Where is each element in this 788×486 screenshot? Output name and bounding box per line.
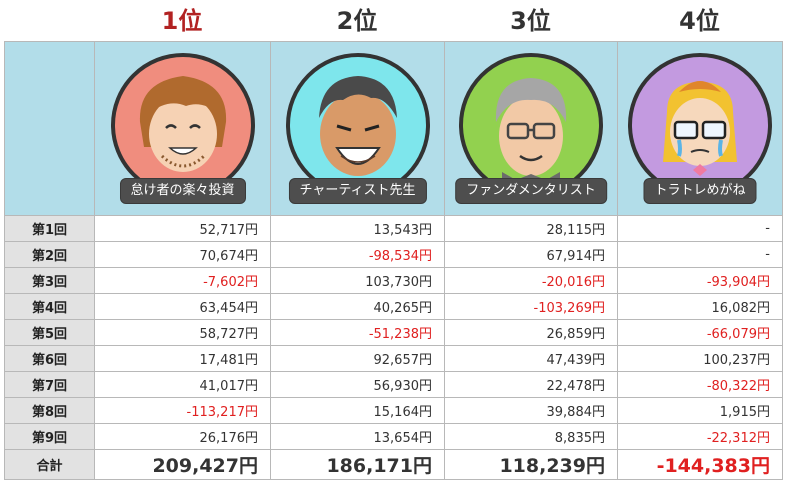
value-cell: 13,654円 (270, 423, 445, 450)
total-value-cell: 209,427円 (94, 449, 271, 480)
value-cell: 26,176円 (94, 423, 271, 450)
value-cell: 16,082円 (617, 293, 783, 320)
total-label: 合計 (4, 449, 95, 480)
value-cell: 52,717円 (94, 215, 271, 242)
toratore-avatar-icon (628, 53, 772, 197)
value-cell: -93,904円 (617, 267, 783, 294)
round-label: 第7回 (4, 371, 95, 398)
rank-3-label: 3位 (510, 7, 551, 35)
round-label: 第4回 (4, 293, 95, 320)
round-row: 第2回 70,674円 -98,534円 67,914円 - (4, 241, 783, 268)
value-cell: -7,602円 (94, 267, 271, 294)
total-row: 合計 209,427円 186,171円 118,239円 -144,383円 (4, 449, 783, 480)
value-cell: -22,312円 (617, 423, 783, 450)
round-label: 第2回 (4, 241, 95, 268)
round-row: 第5回 58,727円 -51,238円 26,859円 -66,079円 (4, 319, 783, 346)
total-value-cell: 118,239円 (444, 449, 618, 480)
investor-4-header: トラトレめがね (617, 41, 783, 216)
total-value-cell: 186,171円 (270, 449, 445, 480)
investor-1-header: 怠け者の楽々投資 (94, 41, 271, 216)
value-cell: 40,265円 (270, 293, 445, 320)
value-cell: - (617, 241, 783, 268)
investor-2-header: チャーティスト先生 (270, 41, 445, 216)
round-row: 第9回 26,176円 13,654円 8,835円 -22,312円 (4, 423, 783, 450)
round-label: 第1回 (4, 215, 95, 242)
round-label: 第3回 (4, 267, 95, 294)
round-row: 第8回 -113,217円 15,164円 39,884円 1,915円 (4, 397, 783, 424)
value-cell: 17,481円 (94, 345, 271, 372)
value-cell: -51,238円 (270, 319, 445, 346)
value-cell: 1,915円 (617, 397, 783, 424)
value-cell: -103,269円 (444, 293, 618, 320)
round-row: 第1回 52,717円 13,543円 28,115円 - (4, 215, 783, 242)
investor-3-header: ファンダメンタリスト (444, 41, 618, 216)
corner-cell (4, 41, 95, 216)
rank-2-label: 2位 (336, 7, 378, 35)
investor-header-row: 怠け者の楽々投資 チャーティスト先生 (4, 41, 783, 216)
value-cell: 15,164円 (270, 397, 445, 424)
investor-2-name: チャーティスト先生 (288, 178, 427, 204)
value-cell: -113,217円 (94, 397, 271, 424)
chartist-avatar-icon (285, 53, 430, 197)
round-label: 第9回 (4, 423, 95, 450)
value-cell: 47,439円 (444, 345, 618, 372)
round-label: 第6回 (4, 345, 95, 372)
value-cell: -66,079円 (617, 319, 783, 346)
value-cell: -20,016円 (444, 267, 618, 294)
investor-1-name: 怠け者の楽々投資 (119, 178, 246, 204)
total-value-cell: -144,383円 (617, 449, 783, 480)
value-cell: 103,730円 (270, 267, 445, 294)
value-cell: -98,534円 (270, 241, 445, 268)
round-row: 第4回 63,454円 40,265円 -103,269円 16,082円 (4, 293, 783, 320)
value-cell: 39,884円 (444, 397, 618, 424)
investor-3-name: ファンダメンタリスト (455, 178, 607, 204)
rank-1-label: 1位 (161, 7, 203, 35)
round-label: 第5回 (4, 319, 95, 346)
value-cell: 8,835円 (444, 423, 618, 450)
rank-4-label: 4位 (679, 7, 720, 35)
value-cell: 100,237円 (617, 345, 783, 372)
lazy-investor-avatar-icon (110, 53, 255, 197)
value-cell: -80,322円 (617, 371, 783, 398)
value-cell: 58,727円 (94, 319, 271, 346)
results-table: 怠け者の楽々投資 チャーティスト先生 (4, 41, 783, 480)
investor-4-name: トラトレめがね (643, 178, 757, 204)
value-cell: 13,543円 (270, 215, 445, 242)
round-row: 第6回 17,481円 92,657円 47,439円 100,237円 (4, 345, 783, 372)
fundamentalist-avatar-icon (459, 53, 603, 198)
value-cell: 67,914円 (444, 241, 618, 268)
rank-header-row: 1位 2位 3位 4位 (0, 0, 788, 41)
value-cell: 41,017円 (94, 371, 271, 398)
value-cell: 28,115円 (444, 215, 618, 242)
round-row: 第3回 -7,602円 103,730円 -20,016円 -93,904円 (4, 267, 783, 294)
value-cell: 22,478円 (444, 371, 618, 398)
round-row: 第7回 41,017円 56,930円 22,478円 -80,322円 (4, 371, 783, 398)
value-cell: 70,674円 (94, 241, 271, 268)
value-cell: 26,859円 (444, 319, 618, 346)
value-cell: - (617, 215, 783, 242)
value-cell: 63,454円 (94, 293, 271, 320)
value-cell: 56,930円 (270, 371, 445, 398)
round-label: 第8回 (4, 397, 95, 424)
value-cell: 92,657円 (270, 345, 445, 372)
